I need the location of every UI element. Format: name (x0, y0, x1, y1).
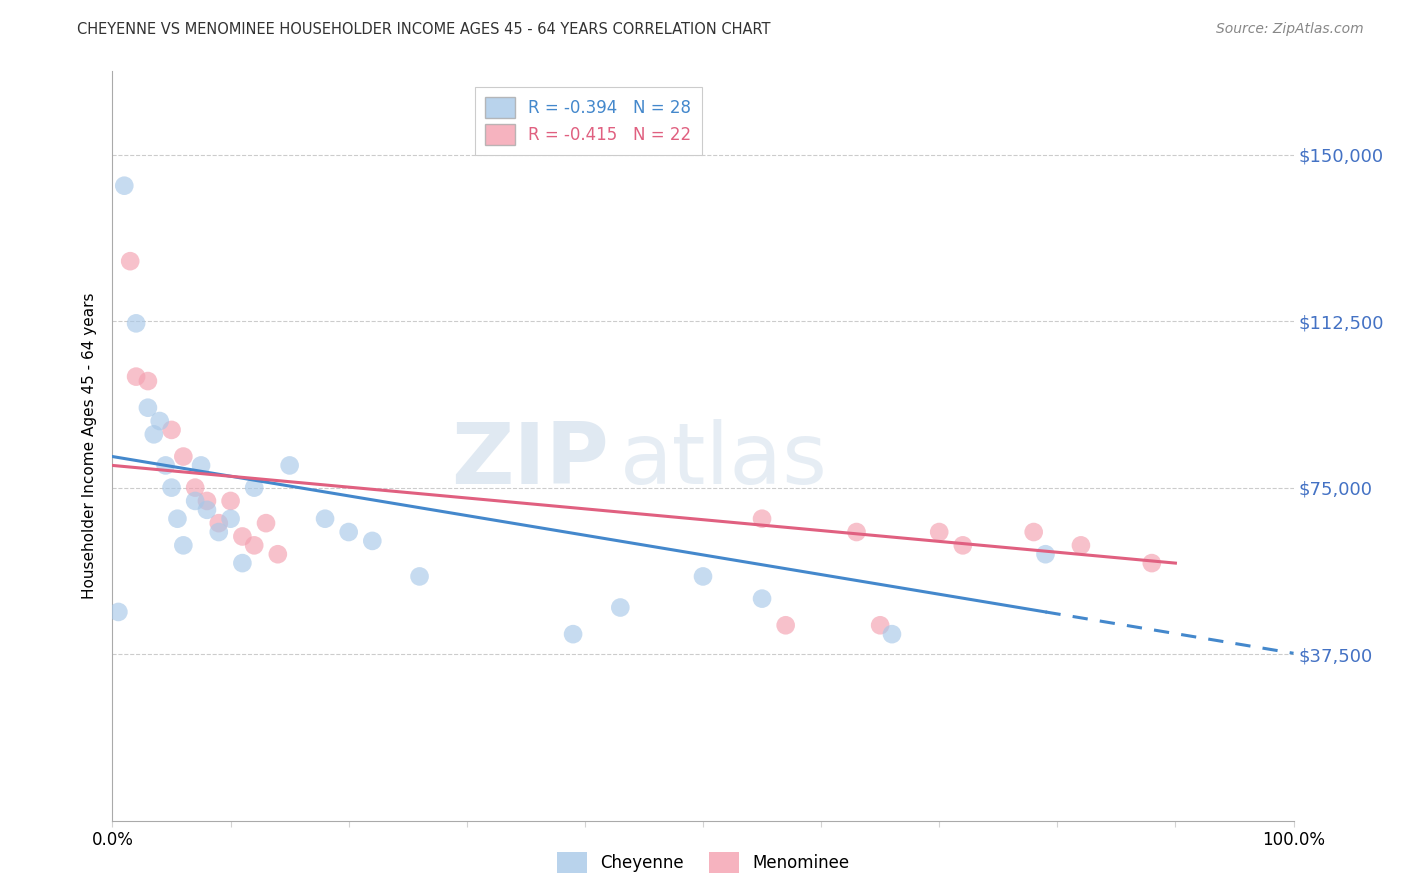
Point (1035, 547, 1057, 561)
Point (195, 494, 218, 508)
Point (136, 401, 159, 415)
Point (692, 569, 714, 583)
Point (112, 178, 135, 193)
Point (1070, 538, 1092, 552)
Point (219, 512, 242, 526)
Point (231, 556, 253, 570)
Point (190, 458, 212, 473)
Point (142, 427, 165, 442)
Point (880, 627, 903, 641)
Point (314, 512, 336, 526)
Point (107, 605, 129, 619)
Point (869, 618, 891, 632)
Point (166, 512, 188, 526)
Legend: Cheyenne, Menominee: Cheyenne, Menominee (550, 846, 856, 880)
Point (337, 524, 360, 539)
Point (562, 627, 585, 641)
Point (775, 618, 797, 632)
Point (120, 254, 142, 268)
Point (267, 547, 290, 561)
Point (231, 529, 253, 543)
Point (278, 458, 301, 473)
Y-axis label: Householder Income Ages 45 - 64 years: Householder Income Ages 45 - 64 years (82, 293, 97, 599)
Point (219, 494, 242, 508)
Point (1140, 556, 1163, 570)
Point (609, 600, 631, 615)
Point (243, 481, 266, 495)
Point (184, 494, 207, 508)
Point (952, 538, 974, 552)
Point (160, 481, 183, 495)
Point (195, 503, 218, 517)
Point (243, 538, 266, 552)
Point (172, 538, 194, 552)
Point (208, 524, 231, 539)
Point (845, 524, 868, 539)
Text: Source: ZipAtlas.com: Source: ZipAtlas.com (1216, 22, 1364, 37)
Point (254, 516, 277, 530)
Text: CHEYENNE VS MENOMINEE HOUSEHOLDER INCOME AGES 45 - 64 YEARS CORRELATION CHART: CHEYENNE VS MENOMINEE HOUSEHOLDER INCOME… (77, 22, 770, 37)
Text: atlas: atlas (620, 419, 828, 502)
Point (149, 414, 172, 428)
Point (928, 524, 950, 539)
Point (361, 533, 384, 548)
Text: ZIP: ZIP (451, 419, 609, 502)
Point (208, 516, 231, 530)
Point (184, 481, 207, 495)
Legend: R = -0.394   N = 28, R = -0.415   N = 22: R = -0.394 N = 28, R = -0.415 N = 22 (475, 87, 702, 154)
Point (155, 458, 177, 473)
Point (751, 512, 773, 526)
Point (125, 369, 148, 384)
Point (125, 316, 148, 330)
Point (160, 423, 183, 437)
Point (136, 374, 159, 388)
Point (1022, 524, 1045, 539)
Point (751, 591, 773, 606)
Point (408, 569, 430, 583)
Point (172, 450, 194, 464)
